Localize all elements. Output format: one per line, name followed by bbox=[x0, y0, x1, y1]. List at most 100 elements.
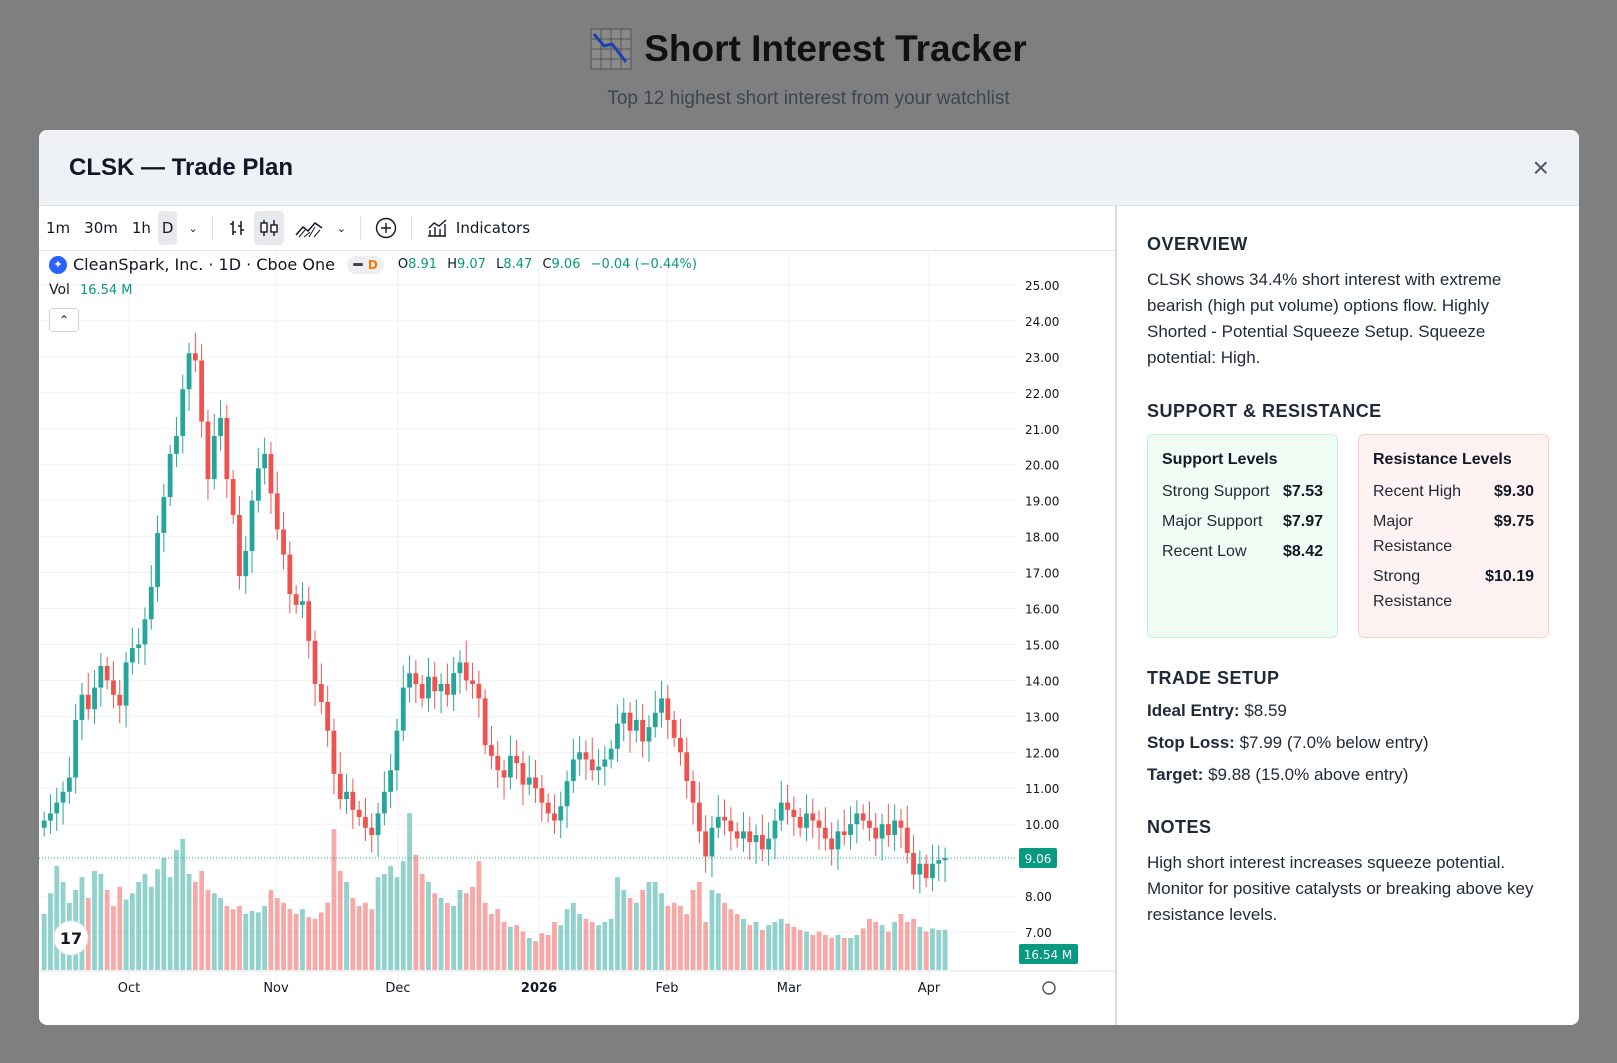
add-compare-icon[interactable] bbox=[368, 211, 404, 245]
volume-bar bbox=[753, 922, 759, 970]
area-chart-icon[interactable] bbox=[288, 211, 330, 245]
volume-bar bbox=[791, 926, 797, 970]
candle bbox=[230, 479, 236, 516]
volume-bar bbox=[230, 909, 236, 970]
candle bbox=[854, 813, 860, 825]
support-title: Support Levels bbox=[1162, 451, 1278, 468]
chevron-down-icon[interactable]: ⌄ bbox=[188, 221, 198, 235]
candle bbox=[526, 777, 532, 785]
volume-bar bbox=[570, 902, 576, 970]
divider bbox=[410, 216, 412, 240]
symbol-title[interactable]: CleanSpark, Inc. · 1D · Cboe One bbox=[73, 255, 335, 274]
y-tick-label: 19.00 bbox=[1025, 495, 1059, 509]
volume-bar bbox=[432, 893, 438, 970]
volume-tag-label: 16.54 M bbox=[1024, 948, 1073, 962]
volume-bar bbox=[48, 893, 53, 970]
y-tick-label: 7.00 bbox=[1025, 926, 1052, 940]
collapse-legend-button[interactable]: ⌃ bbox=[49, 308, 79, 332]
candle bbox=[678, 737, 683, 753]
x-tick-label: Dec bbox=[385, 981, 410, 996]
indicators-label: Indicators bbox=[455, 219, 531, 237]
y-tick-label: 12.00 bbox=[1025, 746, 1059, 760]
chart-legend: ✦ CleanSpark, Inc. · 1D · Cboe One D O8.… bbox=[49, 255, 703, 274]
candle bbox=[155, 533, 160, 587]
x-tick-label: 2026 bbox=[521, 981, 557, 996]
candle bbox=[671, 719, 677, 738]
settings-icon[interactable] bbox=[1042, 981, 1056, 995]
volume-bar bbox=[860, 928, 866, 970]
volume-bar bbox=[627, 898, 633, 970]
level-row: Recent High $9.30 bbox=[1373, 483, 1534, 500]
volume-bar bbox=[615, 877, 620, 970]
y-tick-label: 23.00 bbox=[1025, 351, 1059, 365]
candle bbox=[583, 752, 589, 760]
symbol-logo-icon: ✦ bbox=[49, 255, 67, 274]
volume-bar bbox=[394, 877, 400, 970]
volume-bar bbox=[734, 914, 740, 970]
volume-bar bbox=[552, 922, 557, 970]
volume-bar bbox=[451, 906, 457, 970]
candle bbox=[602, 759, 608, 767]
chevron-down-icon[interactable]: ⌄ bbox=[336, 221, 346, 235]
candle bbox=[381, 791, 387, 814]
candle bbox=[741, 831, 746, 839]
interval-30m[interactable]: 30m bbox=[84, 219, 118, 237]
candle bbox=[136, 644, 142, 649]
volume-bar bbox=[709, 890, 715, 970]
target-row: Target: $9.88 (15.0% above entry) bbox=[1147, 765, 1409, 784]
indicators-icon bbox=[427, 219, 447, 237]
x-tick-label: Mar bbox=[777, 981, 802, 996]
volume-bar bbox=[501, 922, 507, 970]
close-icon[interactable]: × bbox=[1532, 151, 1549, 183]
levels-grid: Support Levels Strong Support $7.53 Major… bbox=[1147, 434, 1549, 638]
volume-bar bbox=[306, 917, 312, 970]
candle bbox=[123, 662, 129, 706]
candle bbox=[426, 676, 431, 699]
y-tick-label: 11.00 bbox=[1025, 782, 1059, 796]
volume-bar bbox=[873, 922, 879, 970]
candle bbox=[312, 640, 318, 684]
interval-1m[interactable]: 1m bbox=[46, 219, 71, 237]
volume-bar bbox=[917, 926, 923, 970]
candle bbox=[514, 755, 520, 764]
volume-bar bbox=[444, 902, 450, 970]
interval-1h[interactable]: 1h bbox=[131, 219, 151, 237]
candle bbox=[79, 694, 85, 720]
bars-icon[interactable] bbox=[220, 211, 254, 245]
candle bbox=[249, 500, 255, 551]
volume-bar bbox=[778, 918, 784, 970]
y-tick-label: 25.00 bbox=[1025, 279, 1059, 293]
volume-bar bbox=[854, 934, 860, 970]
candle bbox=[375, 813, 381, 835]
volume-bar bbox=[117, 886, 123, 970]
candle bbox=[804, 813, 809, 828]
candle bbox=[287, 554, 293, 595]
candle bbox=[457, 662, 463, 674]
x-tick-label: Nov bbox=[263, 981, 289, 996]
candle bbox=[142, 619, 148, 645]
indicators-button[interactable]: Indicators bbox=[419, 211, 537, 245]
volume-bar bbox=[41, 914, 47, 970]
candle bbox=[822, 827, 828, 839]
candle bbox=[621, 712, 627, 724]
volume-bar bbox=[696, 882, 702, 970]
tradingview-logo-icon[interactable] bbox=[53, 920, 89, 956]
volume-bar bbox=[255, 912, 261, 970]
level-row: Strong Support $7.53 bbox=[1162, 483, 1323, 500]
volume-bar bbox=[79, 877, 85, 970]
candle bbox=[778, 802, 784, 821]
volume-bar bbox=[690, 890, 696, 970]
volume-bar bbox=[293, 914, 299, 970]
price-chart[interactable]: 25.00 24.00 23.00 22.00 21.00 20.00 19.00 18.00… bbox=[39, 250, 1115, 1025]
candle bbox=[552, 813, 557, 821]
candles-icon[interactable] bbox=[253, 211, 284, 245]
interval-d[interactable]: D bbox=[157, 211, 178, 245]
candle bbox=[879, 824, 885, 839]
candle bbox=[470, 680, 475, 684]
volume-bar bbox=[363, 902, 368, 970]
candle bbox=[243, 550, 249, 577]
market-status-badge[interactable]: D bbox=[346, 255, 384, 274]
volume-bar bbox=[621, 890, 627, 970]
divider bbox=[359, 216, 361, 240]
modal-title: CLSK — Trade Plan bbox=[69, 153, 294, 181]
